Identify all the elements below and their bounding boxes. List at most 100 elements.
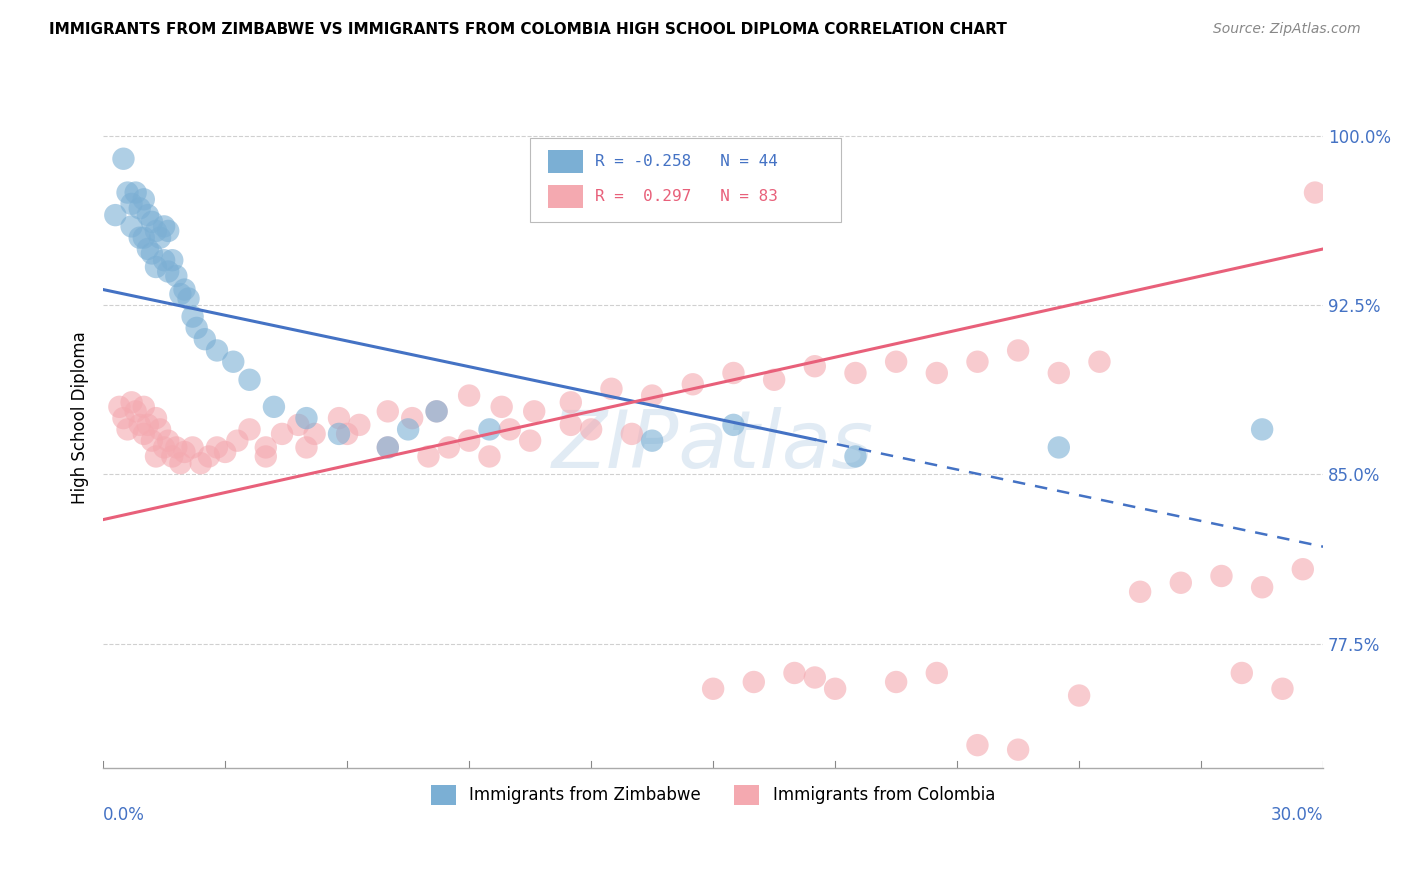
Point <box>824 681 846 696</box>
Point <box>157 264 180 278</box>
Bar <box>548 185 582 209</box>
Point <box>1271 681 1294 696</box>
Point <box>198 450 221 464</box>
Text: 30.0%: 30.0% <box>1271 806 1323 824</box>
Point <box>328 411 350 425</box>
Point <box>426 404 449 418</box>
Point <box>1088 355 1111 369</box>
Point <box>844 450 866 464</box>
Point <box>1292 562 1315 576</box>
Point <box>149 230 172 244</box>
Text: R =  0.297   N = 83: R = 0.297 N = 83 <box>595 189 778 204</box>
Point <box>149 422 172 436</box>
Point <box>121 197 143 211</box>
Point <box>287 417 309 432</box>
Point <box>165 268 187 283</box>
Point <box>136 242 159 256</box>
Point <box>132 400 155 414</box>
Point <box>491 400 513 414</box>
Point <box>121 395 143 409</box>
Point <box>169 287 191 301</box>
Point <box>128 230 150 244</box>
Point <box>1170 575 1192 590</box>
Point <box>141 215 163 229</box>
Point <box>238 373 260 387</box>
Point <box>181 310 204 324</box>
Point <box>702 681 724 696</box>
Point <box>418 450 440 464</box>
Point <box>560 417 582 432</box>
Point <box>112 411 135 425</box>
Point <box>1251 580 1274 594</box>
Legend: Immigrants from Zimbabwe, Immigrants from Colombia: Immigrants from Zimbabwe, Immigrants fro… <box>425 778 1002 812</box>
Point <box>401 411 423 425</box>
Point <box>254 441 277 455</box>
Point <box>579 422 602 436</box>
Point <box>349 417 371 432</box>
Point <box>783 665 806 680</box>
Point <box>173 445 195 459</box>
Point <box>1230 665 1253 680</box>
Point <box>145 260 167 274</box>
Text: ZIPatlas: ZIPatlas <box>553 407 875 485</box>
Point <box>742 675 765 690</box>
Point <box>132 230 155 244</box>
Point <box>173 283 195 297</box>
Point <box>162 450 184 464</box>
Point <box>328 426 350 441</box>
Point <box>1303 186 1326 200</box>
Point <box>884 355 907 369</box>
Point <box>804 359 827 374</box>
Point <box>121 219 143 234</box>
Point <box>1251 422 1274 436</box>
Point <box>190 456 212 470</box>
Point <box>620 426 643 441</box>
Point <box>141 246 163 260</box>
Point <box>205 441 228 455</box>
Text: IMMIGRANTS FROM ZIMBABWE VS IMMIGRANTS FROM COLOMBIA HIGH SCHOOL DIPLOMA CORRELA: IMMIGRANTS FROM ZIMBABWE VS IMMIGRANTS F… <box>49 22 1007 37</box>
Point <box>222 355 245 369</box>
Point <box>254 450 277 464</box>
Text: Source: ZipAtlas.com: Source: ZipAtlas.com <box>1213 22 1361 37</box>
Point <box>145 450 167 464</box>
Text: 0.0%: 0.0% <box>103 806 145 824</box>
Point <box>1047 441 1070 455</box>
Point <box>377 441 399 455</box>
Point <box>966 355 988 369</box>
Point <box>205 343 228 358</box>
Point <box>271 426 294 441</box>
Point <box>194 332 217 346</box>
Point <box>186 321 208 335</box>
Point <box>523 404 546 418</box>
Point <box>117 186 139 200</box>
Point <box>124 404 146 418</box>
Point <box>723 417 745 432</box>
Point <box>1007 742 1029 756</box>
Point <box>157 434 180 448</box>
Point <box>128 202 150 216</box>
Point <box>145 224 167 238</box>
Point <box>1129 584 1152 599</box>
Point <box>124 186 146 200</box>
Point <box>169 456 191 470</box>
Point <box>157 224 180 238</box>
Point <box>437 441 460 455</box>
Point <box>153 253 176 268</box>
Point <box>966 738 988 752</box>
Point <box>600 382 623 396</box>
Point <box>117 422 139 436</box>
Point <box>238 422 260 436</box>
Point <box>295 441 318 455</box>
Point <box>214 445 236 459</box>
Point <box>1211 569 1233 583</box>
Point <box>804 671 827 685</box>
Point <box>145 411 167 425</box>
Y-axis label: High School Diploma: High School Diploma <box>72 332 89 505</box>
Point <box>136 208 159 222</box>
Point <box>1007 343 1029 358</box>
Point <box>1069 689 1091 703</box>
Point <box>136 417 159 432</box>
Point <box>499 422 522 436</box>
Point <box>181 441 204 455</box>
Text: R = -0.258   N = 44: R = -0.258 N = 44 <box>595 154 778 169</box>
